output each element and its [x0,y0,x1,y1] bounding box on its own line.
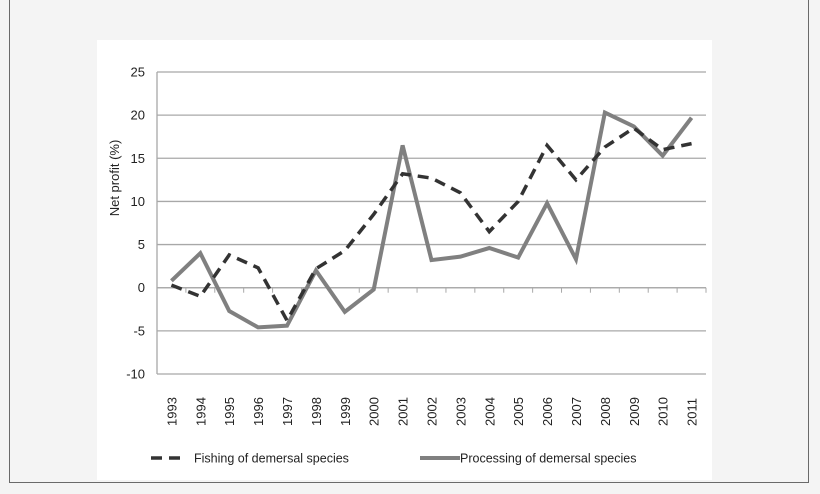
x-tick-label: 2011 [685,398,700,426]
x-tick-label: 1998 [309,397,324,426]
x-tick-label: 2000 [367,397,382,426]
x-tick-label: 2004 [482,397,497,426]
x-tick-label: 2008 [598,397,613,426]
y-tick-label: -10 [126,367,145,382]
x-tick-label: 2003 [453,397,468,426]
legend-label-processing: Processing of demersal species [460,452,636,466]
x-tick-label: 1993 [164,397,179,426]
x-tick-label: 1995 [222,397,237,426]
x-tick-label: 2001 [396,397,411,426]
x-tick-label: 2010 [656,397,671,426]
y-tick-label: 20 [131,108,145,123]
x-tick-label: 1996 [251,397,266,426]
x-tick-label: 2002 [425,397,440,426]
y-tick-label: 15 [131,151,145,166]
x-tick-label: 1999 [338,397,353,426]
y-tick-label: -5 [133,323,145,338]
legend-label-fishing: Fishing of demersal species [194,452,349,466]
series-line-fishing [170,125,692,325]
y-tick-label: 10 [131,194,145,209]
series-line-processing [170,109,694,330]
x-tick-label: 2006 [540,397,555,426]
x-tick-label: 1997 [280,397,295,426]
x-tick-label: 2007 [569,397,584,426]
x-tick-label: 2009 [627,397,642,426]
y-tick-label: 25 [131,65,145,80]
x-tick-label: 2005 [511,397,526,426]
y-tick-label: 0 [138,280,145,295]
y-axis-label: Net profit (%) [107,140,122,217]
y-tick-label: 5 [138,237,145,252]
x-tick-label: 1994 [193,397,208,426]
